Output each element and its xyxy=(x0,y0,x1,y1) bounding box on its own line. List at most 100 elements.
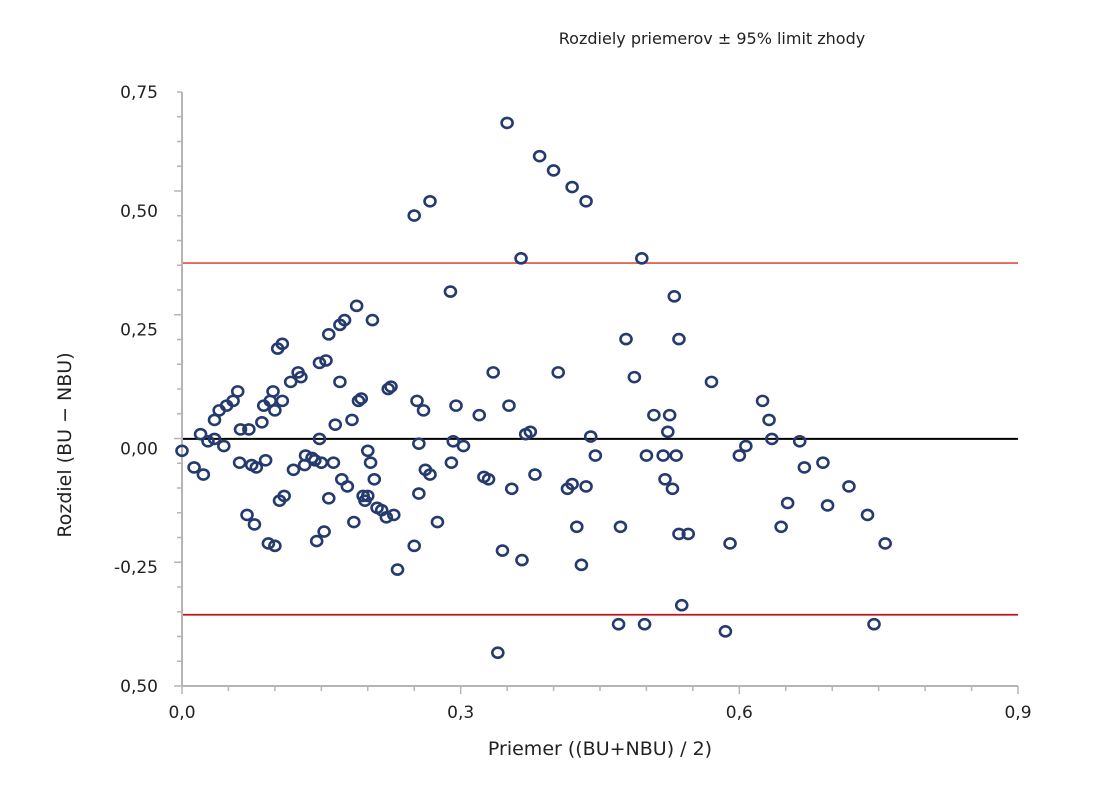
data-point xyxy=(672,527,686,541)
reference-lines xyxy=(182,262,1018,616)
x-tick-label: 0,0 xyxy=(168,703,195,723)
data-point xyxy=(667,290,682,303)
data-point xyxy=(294,370,308,384)
x-axis-title: Priemer ((BU+NBU) / 2) xyxy=(488,738,712,760)
x-tick-label: 0,9 xyxy=(1004,703,1031,723)
data-point xyxy=(611,617,626,631)
data-point xyxy=(410,394,424,408)
data-point xyxy=(309,534,324,548)
data-point xyxy=(319,354,333,367)
data-point xyxy=(444,456,459,469)
data-point xyxy=(286,463,301,477)
data-point xyxy=(365,313,380,327)
y-tick-label: -0,25 xyxy=(114,558,158,578)
data-point xyxy=(423,194,437,208)
data-point xyxy=(647,408,661,422)
data-point xyxy=(255,415,269,429)
data-point xyxy=(500,116,514,130)
data-point xyxy=(233,423,248,436)
data-point xyxy=(842,480,856,493)
data-point xyxy=(175,444,189,458)
data-point xyxy=(240,508,254,522)
data-point xyxy=(360,444,375,458)
data-point xyxy=(674,598,689,612)
data-point xyxy=(739,439,753,453)
data-point xyxy=(367,472,382,486)
y-tick-label: 0,75 xyxy=(120,83,158,103)
data-point xyxy=(718,625,733,638)
data-point xyxy=(495,544,510,557)
data-point xyxy=(860,508,875,522)
data-point xyxy=(551,366,566,379)
data-point xyxy=(277,489,291,503)
data-point xyxy=(762,413,776,427)
data-point xyxy=(639,449,654,462)
data-point xyxy=(565,477,579,491)
y-tick-label: 0,00 xyxy=(120,439,158,459)
data-point xyxy=(755,394,770,408)
data-point xyxy=(423,468,437,481)
data-point xyxy=(669,449,683,462)
data-point xyxy=(732,449,747,462)
data-point xyxy=(619,332,633,346)
data-point xyxy=(379,511,394,524)
data-point xyxy=(242,423,256,436)
data-point xyxy=(247,518,262,531)
data-point xyxy=(363,456,378,469)
data-point xyxy=(416,404,431,417)
data-point xyxy=(574,558,589,572)
data-point xyxy=(328,418,343,431)
data-point xyxy=(481,472,496,486)
data-point xyxy=(774,520,788,534)
data-point xyxy=(446,434,461,448)
data-point xyxy=(312,356,327,370)
data-point xyxy=(312,432,327,446)
data-point xyxy=(201,434,215,448)
data-point xyxy=(283,375,298,389)
data-point xyxy=(321,491,336,505)
data-point xyxy=(661,425,675,439)
data-point xyxy=(430,515,445,529)
data-point xyxy=(486,366,500,379)
data-point xyxy=(523,425,538,439)
data-point xyxy=(390,563,405,576)
data-point xyxy=(515,553,529,567)
data-point xyxy=(449,399,463,412)
data-point xyxy=(681,527,696,541)
data-point xyxy=(230,385,245,398)
data-point xyxy=(491,646,505,660)
data-point xyxy=(407,209,422,222)
data-point xyxy=(275,394,290,408)
data-point xyxy=(275,337,290,351)
data-point xyxy=(326,456,341,469)
data-point xyxy=(412,437,426,450)
data-points xyxy=(175,116,892,660)
data-point xyxy=(532,149,547,163)
data-point xyxy=(579,194,593,208)
data-point xyxy=(321,328,336,341)
data-point xyxy=(345,413,359,427)
data-point xyxy=(187,461,201,474)
data-point xyxy=(820,499,835,512)
data-point xyxy=(672,332,686,346)
data-point xyxy=(665,482,680,496)
data-point xyxy=(381,382,396,396)
data-point xyxy=(340,480,355,493)
data-point xyxy=(207,432,222,446)
data-point xyxy=(386,508,401,522)
y-axis-ticks: 0,75 0,50 0,25 0,00 -0,25 0,50 xyxy=(114,83,182,697)
data-point xyxy=(333,375,347,389)
data-point xyxy=(878,537,892,550)
chart-title: Rozdiely priemerov ± 95% limit zhody xyxy=(559,29,865,48)
data-point xyxy=(546,164,561,177)
data-point xyxy=(360,489,375,503)
data-point xyxy=(662,408,677,422)
data-point xyxy=(565,180,579,194)
data-point xyxy=(792,434,807,448)
data-point xyxy=(412,487,426,500)
data-point xyxy=(780,496,795,510)
data-point xyxy=(588,449,603,462)
data-point xyxy=(704,375,719,389)
y-tick-label: 0,25 xyxy=(120,321,158,341)
